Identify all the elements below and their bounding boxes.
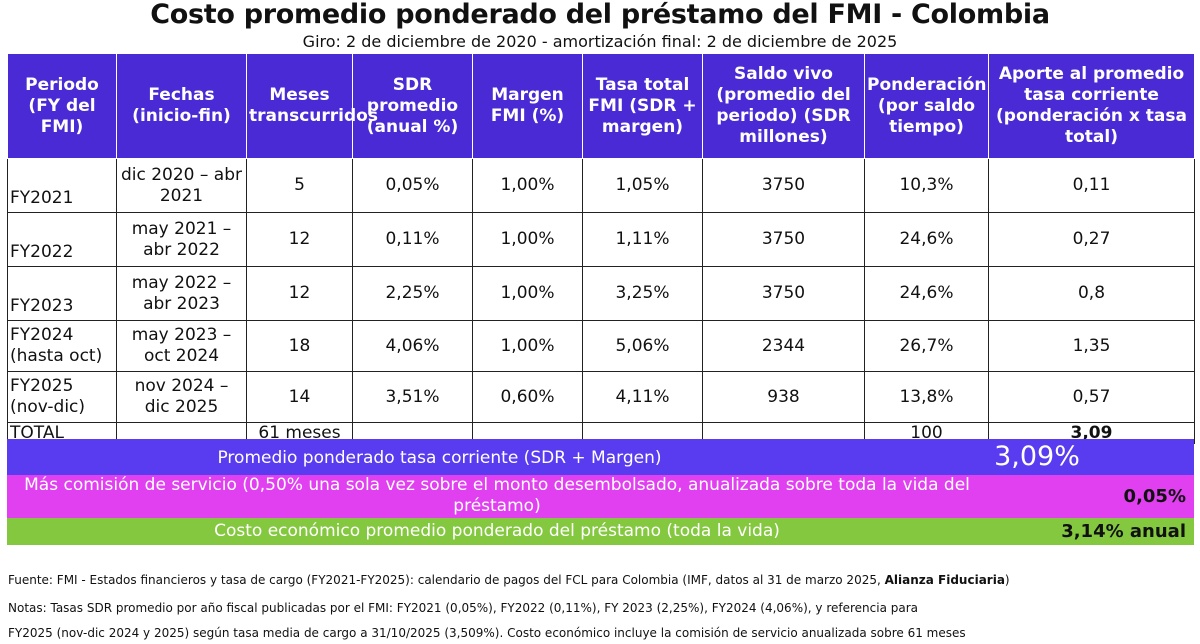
cell-dates: may 2023 – oct 2024 [116, 320, 247, 372]
cell-months: 12 [246, 266, 353, 321]
cell-balance: 3750 [702, 158, 865, 213]
cell-weight: 10,3% [864, 158, 989, 213]
header-balance: Saldo vivo (promedio del periodo) (SDR m… [702, 53, 865, 159]
weighted-average-label: Promedio ponderado tasa corriente (SDR +… [217, 448, 662, 468]
economic-cost-value: 3,14% anual [1061, 521, 1186, 542]
cell-weight: 24,6% [864, 266, 989, 321]
source-text: Fuente: FMI - Estados financieros y tasa… [8, 573, 885, 587]
period-sublabel: (hasta oct) [10, 346, 103, 366]
cell-dates: nov 2024 – dic 2025 [116, 371, 247, 423]
source-end: ) [1004, 573, 1010, 587]
cell-period: FY2024 (hasta oct) [7, 320, 117, 372]
cell-margin: 0,60% [472, 371, 583, 423]
cell-total-rate: 1,11% [582, 212, 703, 267]
cell-weight: 26,7% [864, 320, 989, 372]
cell-months: 14 [246, 371, 353, 423]
cell-margin: 1,00% [472, 266, 583, 321]
header-period: Periodo (FY del FMI) [7, 53, 117, 159]
period-label: FY2025 [10, 376, 74, 396]
header-total-rate: Tasa total FMI (SDR + margen) [582, 53, 703, 159]
weighted-average-band: Promedio ponderado tasa corriente (SDR +… [7, 439, 1194, 475]
cell-sdr: 0,05% [352, 158, 473, 213]
header-margin: Margen FMI (%) [472, 53, 583, 159]
cell-weight: 24,6% [864, 212, 989, 267]
notes-line-2: FY2025 (nov-dic 2024 y 2025) según tasa … [8, 626, 966, 640]
table-row: FY2025 (nov-dic) nov 2024 – dic 2025 14 … [7, 371, 1195, 423]
cell-margin: 1,00% [472, 212, 583, 267]
period-label: FY2024 [10, 325, 74, 345]
cell-sdr: 4,06% [352, 320, 473, 372]
table-row: FY2023 may 2022 – abr 2023 12 2,25% 1,00… [7, 266, 1195, 321]
header-sdr: SDR promedio (anual %) [352, 53, 473, 159]
cell-dates: may 2022 – abr 2023 [116, 266, 247, 321]
cell-contribution: 0,8 [988, 266, 1195, 321]
cell-period: FY2021 [7, 158, 117, 213]
cell-months: 5 [246, 158, 353, 213]
cell-balance: 938 [702, 371, 865, 423]
service-fee-band: Más comisión de servicio (0,50% una sola… [7, 475, 1194, 518]
period-label: FY2022 [10, 242, 74, 262]
cell-margin: 1,00% [472, 158, 583, 213]
weighted-average-value: 3,09% [994, 441, 1080, 472]
page-subtitle: Giro: 2 de diciembre de 2020 - amortizac… [302, 32, 898, 51]
cell-contribution: 0,11 [988, 158, 1195, 213]
table-row: FY2024 (hasta oct) may 2023 – oct 2024 1… [7, 320, 1195, 372]
source-note: Fuente: FMI - Estados financieros y tasa… [8, 572, 1010, 588]
cell-dates: may 2021 – abr 2022 [116, 212, 247, 267]
header-contribution: Aporte al promedio tasa corriente (ponde… [988, 53, 1195, 159]
cell-balance: 3750 [702, 266, 865, 321]
cell-total-rate: 5,06% [582, 320, 703, 372]
cell-sdr: 2,25% [352, 266, 473, 321]
cell-dates: dic 2020 – abr 2021 [116, 158, 247, 213]
cell-contribution: 1,35 [988, 320, 1195, 372]
cell-contribution: 0,57 [988, 371, 1195, 423]
notes-line-1: Notas: Tasas SDR promedio por año fiscal… [8, 601, 918, 615]
cell-period: FY2025 (nov-dic) [7, 371, 117, 423]
page-title: Costo promedio ponderado del préstamo de… [150, 0, 1050, 30]
cell-total-rate: 3,25% [582, 266, 703, 321]
cell-balance: 3750 [702, 212, 865, 267]
cell-weight: 13,8% [864, 371, 989, 423]
table-row: FY2021 dic 2020 – abr 2021 5 0,05% 1,00%… [7, 158, 1195, 213]
service-fee-value: 0,05% [1123, 486, 1186, 507]
total-contribution: 3,09 [988, 422, 1195, 444]
period-sublabel: (nov-dic) [10, 397, 86, 417]
cell-contribution: 0,27 [988, 212, 1195, 267]
table-row: FY2022 may 2021 – abr 2022 12 0,11% 1,00… [7, 212, 1195, 267]
source-bold: Alianza Fiduciaria [884, 573, 1005, 587]
table-total-row: TOTAL 61 meses 100 3,09 [7, 422, 1195, 444]
header-weight: Ponderación (por saldo tiempo) [864, 53, 989, 159]
header-months: Meses transcurridos [246, 53, 378, 159]
total-weight: 100 [864, 422, 989, 444]
period-label: FY2021 [10, 188, 74, 208]
economic-cost-label: Costo económico promedio ponderado del p… [214, 521, 780, 541]
cell-balance: 2344 [702, 320, 865, 372]
cell-total-rate: 4,11% [582, 371, 703, 423]
loan-cost-table: Periodo (FY del FMI) Fechas (inicio-fin)… [7, 53, 1195, 444]
cell-period: FY2022 [7, 212, 117, 267]
period-label: FY2023 [10, 296, 74, 316]
service-fee-label: Más comisión de servicio (0,50% una sola… [24, 475, 970, 516]
economic-cost-band: Costo económico promedio ponderado del p… [7, 518, 1194, 545]
cell-total-rate: 1,05% [582, 158, 703, 213]
header-dates: Fechas (inicio-fin) [116, 53, 247, 159]
cell-sdr: 3,51% [352, 371, 473, 423]
cell-period: FY2023 [7, 266, 117, 321]
cell-months: 12 [246, 212, 353, 267]
cell-margin: 1,00% [472, 320, 583, 372]
cell-months: 18 [246, 320, 353, 372]
table-header-row: Periodo (FY del FMI) Fechas (inicio-fin)… [7, 53, 1195, 159]
cell-sdr: 0,11% [352, 212, 473, 267]
